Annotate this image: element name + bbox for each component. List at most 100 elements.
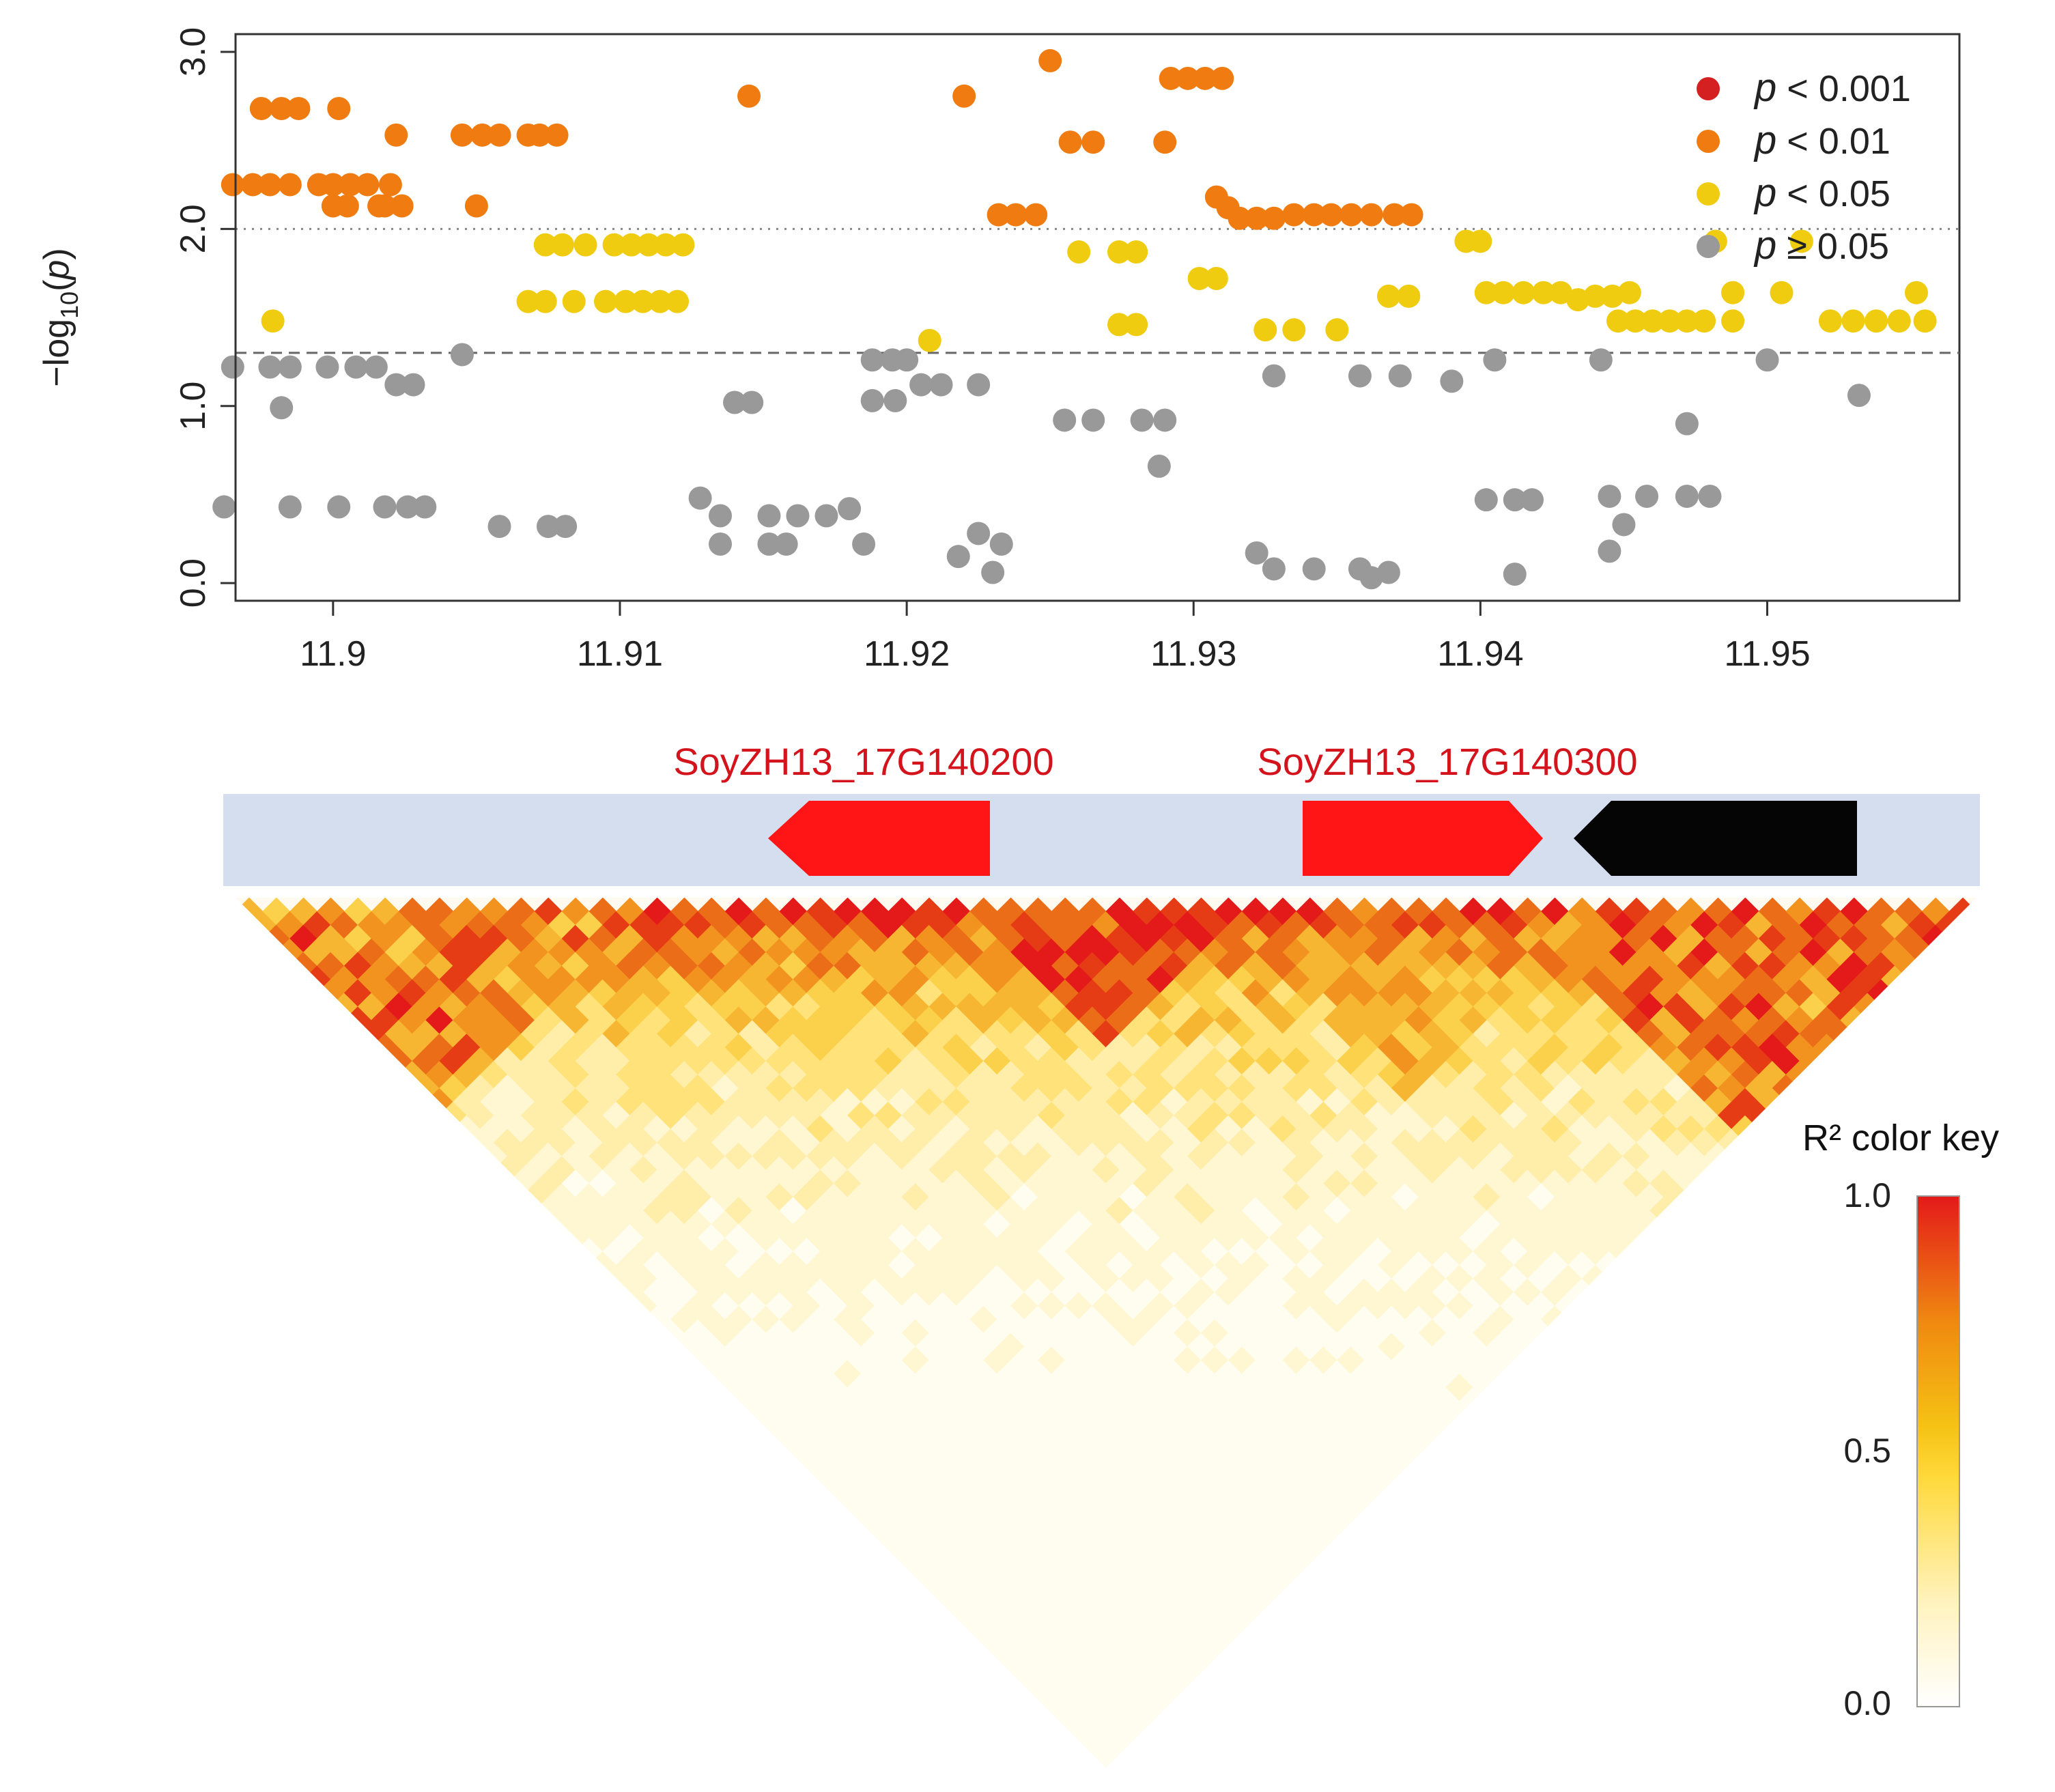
data-point (619, 233, 643, 257)
data-point (1325, 318, 1349, 342)
data-point (1474, 488, 1498, 512)
data-point (967, 373, 991, 397)
data-point (723, 390, 747, 414)
data-point (339, 173, 363, 197)
data-point (1503, 563, 1527, 586)
data-point (740, 390, 764, 414)
data-point (709, 504, 733, 528)
data-point (470, 123, 494, 147)
data-point (278, 355, 302, 379)
data-point (852, 532, 876, 556)
data-point (1282, 318, 1306, 342)
data-point (1193, 66, 1217, 90)
legend: p < 0.001 p < 0.01 p < 0.05 p ≥ 0.05 (1697, 66, 1911, 268)
data-point (1376, 284, 1400, 308)
data-point (1228, 206, 1251, 230)
y-axis-label: −log10(p) (37, 248, 83, 386)
data-point (1721, 309, 1745, 333)
data-point (1612, 513, 1636, 537)
data-point (1675, 412, 1699, 436)
data-point (1262, 557, 1286, 581)
data-point (1913, 309, 1937, 333)
data-point (487, 123, 511, 147)
data-point (1818, 309, 1842, 333)
data-point (631, 289, 655, 313)
legend-swatch (1697, 235, 1720, 258)
data-point (335, 194, 359, 218)
data-point (533, 289, 557, 313)
data-point (384, 123, 408, 147)
data-point (221, 355, 244, 379)
data-point (464, 194, 488, 218)
y-axis: 0.0 1.0 2.0 3.0 (173, 27, 237, 608)
data-point (1107, 313, 1131, 337)
color-key-tick-mid: 0.5 (1843, 1432, 1891, 1470)
data-point (1262, 364, 1286, 388)
data-point (593, 289, 617, 313)
data-point (1359, 203, 1383, 227)
gene-track: SoyZH13_17G140200 SoyZH13_17G140300 (223, 740, 1980, 886)
data-point (1583, 284, 1607, 308)
data-point (1053, 408, 1077, 432)
data-point (367, 194, 391, 218)
data-point (258, 355, 282, 379)
data-points (212, 48, 1937, 590)
data-point (1383, 203, 1406, 227)
data-point (1721, 281, 1745, 304)
gene-arrow-17G140300 (1303, 801, 1543, 876)
data-point (356, 173, 380, 197)
data-point (287, 96, 311, 120)
data-point (536, 515, 560, 539)
data-point (1400, 203, 1423, 227)
data-point (737, 84, 761, 108)
data-point (860, 388, 884, 412)
data-point (666, 289, 690, 313)
data-point (1124, 240, 1148, 264)
data-point (895, 348, 919, 372)
data-point (327, 495, 351, 519)
data-point (1469, 229, 1492, 253)
data-point (952, 84, 976, 108)
legend-swatch (1697, 77, 1720, 100)
legend-label: p ≥ 0.05 (1753, 223, 1889, 268)
data-point (1600, 284, 1624, 308)
data-point (396, 495, 420, 519)
data-point (1847, 384, 1871, 408)
data-point (1512, 281, 1535, 304)
data-point (1770, 281, 1794, 304)
data-point (1004, 203, 1028, 227)
data-point (1388, 364, 1412, 388)
data-point (554, 515, 578, 539)
data-point (545, 123, 569, 147)
color-key-bar (1916, 1195, 1960, 1707)
data-point (1153, 130, 1177, 154)
data-point (1483, 348, 1507, 372)
data-point (1503, 488, 1527, 512)
data-point (1589, 348, 1613, 372)
data-point (1520, 488, 1544, 512)
data-point (450, 343, 474, 367)
data-point (1204, 266, 1228, 290)
data-point (1675, 309, 1699, 333)
data-point (883, 388, 907, 412)
data-point (1245, 541, 1269, 565)
data-point (1130, 408, 1154, 432)
data-point (321, 173, 345, 197)
data-point (757, 532, 781, 556)
data-point (989, 532, 1013, 556)
data-point (1440, 369, 1464, 393)
data-point (1302, 203, 1326, 227)
data-point (967, 522, 991, 545)
data-point (1675, 484, 1699, 508)
manhattan-plot: 11.9 11.91 11.92 11.93 11.94 11.95 0.0 1.0 2.0 3… (37, 27, 1961, 674)
data-point (1865, 309, 1888, 333)
data-point (1187, 266, 1211, 290)
data-point (1340, 203, 1363, 227)
data-point (1253, 318, 1277, 342)
data-point (1081, 130, 1105, 154)
data-point (1698, 484, 1722, 508)
data-point (1598, 539, 1621, 563)
data-point (709, 532, 733, 556)
data-point (1319, 203, 1343, 227)
data-point (860, 348, 884, 372)
